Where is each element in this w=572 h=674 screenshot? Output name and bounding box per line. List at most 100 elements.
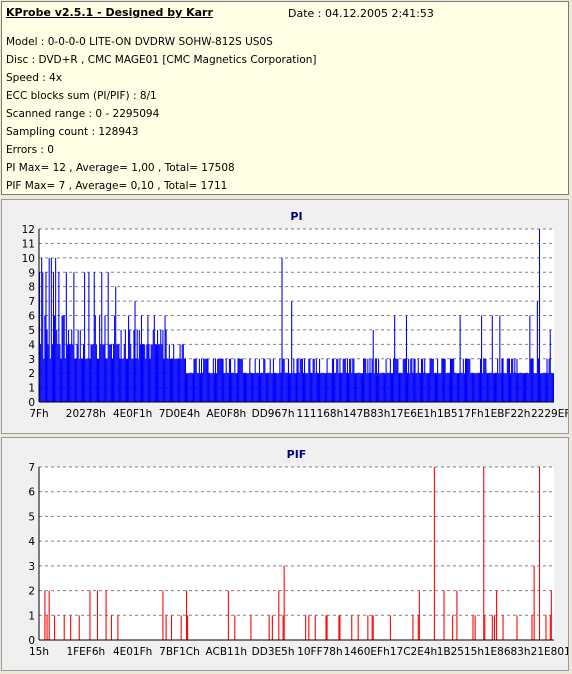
pi-bar (164, 315, 166, 402)
pi-bar (432, 358, 434, 402)
pi-bar (135, 358, 137, 402)
pi-bar (485, 358, 487, 402)
pi-bar (527, 373, 529, 402)
pi-bar (358, 373, 360, 402)
pi-bar (277, 373, 279, 402)
pi-bar (52, 272, 55, 402)
pi-bar (170, 358, 173, 402)
pif-bar (165, 615, 167, 640)
pi-bar (329, 373, 331, 402)
pi-bar (508, 358, 511, 402)
pi-bar (144, 344, 146, 402)
pi-bar (513, 373, 515, 402)
pi-bar (514, 358, 516, 402)
pi-bar (416, 373, 418, 402)
pi-bar (279, 358, 281, 402)
pi-bar (207, 358, 209, 402)
pi-bar (363, 358, 365, 402)
pi-bar (99, 315, 101, 402)
pi-bar (446, 373, 448, 402)
pi-bar (326, 358, 328, 402)
pi-bar (118, 344, 120, 402)
pi-bar (218, 358, 220, 402)
pi-bar (532, 358, 534, 402)
pi-bar (488, 373, 490, 402)
pi-bar (109, 344, 111, 402)
pif-plot-area (39, 467, 554, 640)
pi-bar (385, 358, 387, 402)
pif-bar (278, 590, 280, 640)
pi-bar (391, 373, 394, 402)
pif-chart-panel: PIF 0 1 2 3 4 5 6 7 15h 1FEF6h 4E01Fh 7BF1Ch ACB11h DD… (1, 437, 572, 671)
pi-bar (120, 329, 122, 402)
pif-x-tick-label: 10FF78h (297, 646, 342, 658)
pi-bar (113, 344, 115, 402)
info-pi-stats: PI Max= 12 , Average= 1,00 , Total= 1750… (6, 162, 235, 174)
pi-bar (428, 373, 430, 402)
pi-bar (405, 315, 408, 402)
pi-bar (111, 358, 114, 402)
pi-bar (343, 358, 345, 402)
pi-bar (468, 358, 470, 402)
pi-bar (287, 358, 289, 402)
pif-x-tick-label: 1E8683h (484, 646, 531, 658)
pi-bar (359, 373, 361, 402)
pi-bar (467, 358, 469, 402)
pi-bar (338, 373, 340, 402)
pif-bar (185, 590, 188, 640)
pi-bar (183, 358, 185, 402)
pi-bar (260, 373, 262, 402)
pif-bar (271, 615, 273, 640)
pi-bar (352, 358, 354, 402)
pi-bar (288, 373, 291, 402)
pi-bar (220, 358, 222, 402)
pi-bar (177, 358, 179, 402)
pi-bar (434, 373, 436, 402)
pi-y-tick-label: 11 (22, 238, 35, 250)
pif-bar (78, 615, 80, 640)
pi-x-tick-label: DD967h (252, 408, 295, 420)
pi-bar (504, 373, 506, 402)
pi-chart-title: PI (290, 210, 302, 223)
pi-bar (389, 358, 391, 402)
pi-bar (531, 358, 533, 402)
pi-bar (115, 286, 117, 402)
pi-bar (138, 329, 140, 402)
pi-bar (249, 358, 251, 402)
pif-bar (70, 615, 72, 640)
pif-bar (308, 615, 310, 640)
pi-y-tick-label: 8 (28, 282, 35, 294)
pi-bar (334, 373, 336, 402)
pif-x-tick-label: 7BF1Ch (159, 646, 200, 658)
pi-bar (341, 373, 343, 402)
pi-bar (201, 358, 203, 402)
pi-bar (321, 373, 323, 402)
pi-bar (108, 344, 110, 402)
pi-bar (295, 373, 297, 402)
pi-bar (102, 344, 104, 402)
pi-x-tick-label: 20278h (66, 408, 106, 420)
pi-bar (482, 373, 484, 402)
pi-bar (40, 344, 42, 402)
pi-bar (415, 373, 417, 402)
pi-bar (59, 344, 61, 402)
pi-bar (427, 373, 429, 402)
pi-bar (417, 358, 419, 402)
pi-bar (534, 373, 536, 402)
pi-bar (400, 373, 402, 402)
pi-x-tick-label: 7D0E4h (159, 408, 200, 420)
pi-bar (222, 358, 224, 402)
pi-bar (520, 373, 522, 402)
pi-bar (470, 373, 472, 402)
pi-bar (317, 373, 320, 402)
pi-bar (136, 329, 138, 402)
pi-bar (227, 373, 229, 402)
pi-bar (153, 315, 155, 402)
pi-bar (523, 373, 526, 402)
pi-bar (204, 358, 206, 402)
pi-bar (149, 358, 151, 402)
pi-x-tick-label: 147B83h (343, 408, 390, 420)
pi-bar (510, 373, 512, 402)
pi-bar (61, 315, 63, 402)
pif-bar (516, 615, 518, 640)
